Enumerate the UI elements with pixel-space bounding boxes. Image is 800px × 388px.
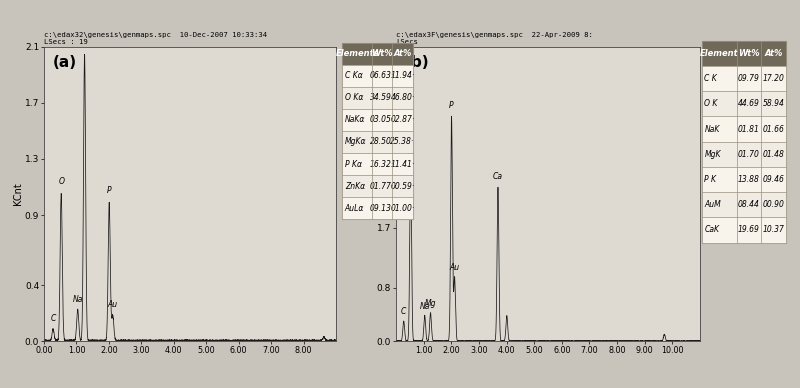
Text: 01.70: 01.70 <box>738 150 760 159</box>
Text: 00.59·: 00.59· <box>390 182 414 191</box>
Text: P Kα: P Kα <box>345 159 362 168</box>
Text: 02.87·: 02.87· <box>390 115 414 125</box>
Text: O K: O K <box>705 99 718 108</box>
Text: 10.37: 10.37 <box>762 225 784 234</box>
Text: MgKα: MgKα <box>345 137 366 147</box>
Text: At%: At% <box>764 49 782 58</box>
Text: AuLα: AuLα <box>345 204 364 213</box>
Text: 03.05·: 03.05· <box>370 115 394 125</box>
Text: 16.32·: 16.32· <box>370 159 394 168</box>
Text: Na: Na <box>73 294 83 303</box>
Text: Au: Au <box>450 263 460 272</box>
Text: 19.69: 19.69 <box>738 225 760 234</box>
Text: Elements: Elements <box>335 49 379 58</box>
Text: O: O <box>408 148 414 157</box>
Text: Na: Na <box>419 301 430 311</box>
Text: ZnKα: ZnKα <box>345 182 365 191</box>
Text: 01.66: 01.66 <box>762 125 784 133</box>
Text: NaKα: NaKα <box>345 115 365 125</box>
Text: CaK: CaK <box>705 225 719 234</box>
Text: 46.80·: 46.80· <box>390 94 414 102</box>
Text: Mg: Mg <box>425 299 436 308</box>
Text: 09.13·: 09.13· <box>370 204 394 213</box>
Text: 01.48: 01.48 <box>762 150 784 159</box>
Y-axis label: KCnt: KCnt <box>14 183 23 205</box>
Text: 13.88: 13.88 <box>738 175 760 184</box>
Text: Au: Au <box>108 300 118 309</box>
Text: At%: At% <box>394 49 412 58</box>
Text: 09.46: 09.46 <box>762 175 784 184</box>
Text: c:\edax3F\genesis\genmaps.spc  22-Apr-2009 8:
LSecs: c:\edax3F\genesis\genmaps.spc 22-Apr-200… <box>396 32 593 45</box>
Text: P: P <box>450 101 454 110</box>
Text: Wt%: Wt% <box>371 49 393 58</box>
Text: 28.50·: 28.50· <box>370 137 394 147</box>
Text: 08.44: 08.44 <box>738 200 760 209</box>
Text: 00.90: 00.90 <box>762 200 784 209</box>
Text: O: O <box>58 177 64 185</box>
Text: 44.69: 44.69 <box>738 99 760 108</box>
Text: O Kα: O Kα <box>345 94 363 102</box>
Text: (a): (a) <box>53 55 77 70</box>
Text: AuM: AuM <box>705 200 721 209</box>
Text: 01.81: 01.81 <box>738 125 760 133</box>
Text: Ca: Ca <box>493 171 503 180</box>
Text: 25.38·: 25.38· <box>390 137 414 147</box>
Text: 17.20: 17.20 <box>762 74 784 83</box>
Text: 01.77·: 01.77· <box>370 182 394 191</box>
Text: C: C <box>401 307 406 316</box>
Text: C: C <box>50 314 56 323</box>
Y-axis label: KCnt: KCnt <box>366 183 375 205</box>
Text: 01.00·: 01.00· <box>390 204 414 213</box>
Text: C Kα: C Kα <box>345 71 362 80</box>
Text: Wt%: Wt% <box>738 49 760 58</box>
Text: (b): (b) <box>405 55 430 70</box>
Text: NaK: NaK <box>705 125 720 133</box>
Text: 11.94·: 11.94· <box>390 71 414 80</box>
Text: P K: P K <box>705 175 717 184</box>
Text: c:\edax32\genesis\genmaps.spc  10-Dec-2007 10:33:34
LSecs : 19: c:\edax32\genesis\genmaps.spc 10-Dec-200… <box>44 32 267 45</box>
Text: 06.63·: 06.63· <box>370 71 394 80</box>
Text: C K: C K <box>705 74 717 83</box>
Text: P: P <box>107 186 111 196</box>
Text: MgK: MgK <box>705 150 721 159</box>
Text: Element: Element <box>700 49 738 58</box>
Text: 58.94: 58.94 <box>762 99 784 108</box>
Text: 09.79: 09.79 <box>738 74 760 83</box>
Text: 34.59·: 34.59· <box>370 94 394 102</box>
Text: 11.41·: 11.41· <box>390 159 414 168</box>
